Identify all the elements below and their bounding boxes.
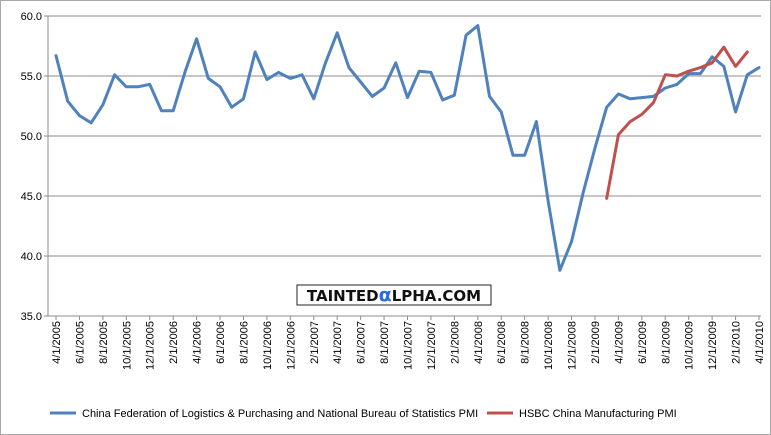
y-tick-label: 50.0 (21, 131, 42, 143)
x-tick-label: 12/1/2005 (145, 321, 157, 370)
x-tick-label: 4/1/2007 (332, 321, 344, 364)
x-tick-label: 6/1/2008 (496, 321, 508, 364)
watermark-text: TAINTEDαLPHA.COM (307, 284, 481, 306)
x-tick-label: 10/1/2005 (121, 321, 133, 370)
x-tick-label: 2/1/2010 (731, 321, 743, 364)
series-lines (54, 24, 761, 272)
legend-item-0: China Federation of Logistics & Purchasi… (50, 408, 478, 420)
x-tick-label: 6/1/2007 (356, 321, 368, 364)
x-tick-label: 8/1/2008 (520, 321, 532, 364)
legend-label: China Federation of Logistics & Purchasi… (82, 408, 478, 420)
x-tick-label: 8/1/2009 (660, 321, 672, 364)
legend-label: HSBC China Manufacturing PMI (519, 408, 677, 420)
x-tick-label: 8/1/2005 (98, 321, 110, 364)
watermark: TAINTEDαLPHA.COM (296, 284, 492, 306)
y-tick-labels: 35.0 40.0 45.0 50.0 55.0 60.0 (21, 11, 42, 323)
x-tick-label: 6/1/2005 (74, 321, 86, 364)
x-tick-labels: 4/1/2005 6/1/2005 8/1/2005 10/1/2005 12/1/20… (51, 321, 766, 370)
legend-item-1: HSBC China Manufacturing PMI (487, 408, 677, 420)
x-tick-label: 2/1/2007 (309, 321, 321, 364)
x-tick-label: 12/1/2009 (707, 321, 719, 370)
x-tick-label: 6/1/2009 (637, 321, 649, 364)
x-tick-label: 10/1/2009 (684, 321, 696, 370)
x-tick-label: 12/1/2008 (567, 321, 579, 370)
y-tick-label: 45.0 (21, 191, 42, 203)
watermark-alpha: α (379, 284, 392, 306)
series-line-1 (605, 45, 749, 200)
x-tick-label: 4/1/2006 (192, 321, 204, 364)
x-tick-label: 4/1/2005 (51, 321, 63, 364)
axes (44, 15, 761, 320)
x-tick-label: 4/1/2008 (473, 321, 485, 364)
x-tick-label: 6/1/2006 (215, 321, 227, 364)
watermark-prefix: TAINTED (307, 287, 379, 305)
x-tick-label: 2/1/2008 (449, 321, 461, 364)
x-tick-label: 4/1/2010 (754, 321, 766, 364)
x-tick-label: 4/1/2009 (613, 321, 625, 364)
x-tick-label: 12/1/2006 (285, 321, 297, 370)
x-tick-label: 8/1/2007 (379, 321, 391, 364)
x-tick-label: 10/1/2007 (403, 321, 415, 370)
y-tick-label: 55.0 (21, 71, 42, 83)
y-tick-label: 60.0 (21, 11, 42, 23)
watermark-box (296, 284, 492, 306)
legend: China Federation of Logistics & Purchasi… (50, 408, 677, 420)
x-tick-label: 12/1/2007 (426, 321, 438, 370)
y-tick-label: 35.0 (21, 311, 42, 323)
x-tick-label: 8/1/2006 (238, 321, 250, 364)
watermark-suffix: LPHA.COM (392, 287, 481, 305)
x-tick-label: 2/1/2009 (590, 321, 602, 364)
gridlines (48, 15, 761, 257)
y-tick-label: 40.0 (21, 251, 42, 263)
x-tick-label: 10/1/2008 (543, 321, 555, 370)
series-line-0 (54, 24, 761, 272)
x-tick-label: 2/1/2006 (168, 321, 180, 364)
x-tick-label: 10/1/2006 (262, 321, 274, 370)
